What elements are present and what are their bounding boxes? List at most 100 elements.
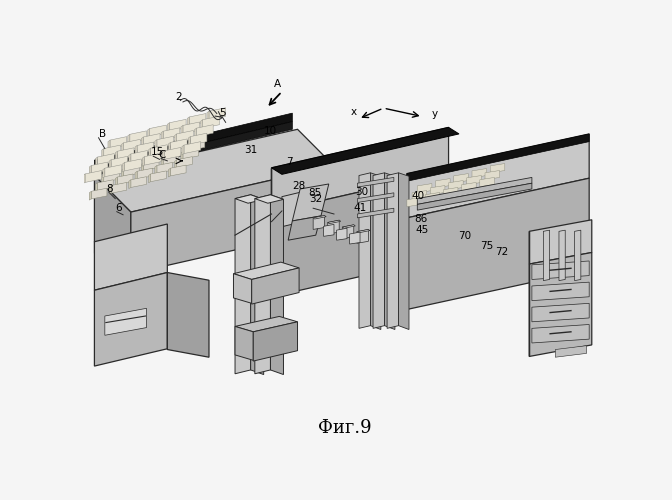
Polygon shape — [196, 124, 213, 136]
Text: 6: 6 — [116, 203, 122, 213]
Polygon shape — [462, 182, 476, 192]
Polygon shape — [116, 177, 118, 186]
Polygon shape — [124, 140, 140, 151]
Polygon shape — [110, 136, 127, 148]
Polygon shape — [358, 208, 394, 218]
Polygon shape — [122, 143, 124, 152]
Polygon shape — [101, 148, 103, 158]
Polygon shape — [177, 156, 192, 168]
Polygon shape — [235, 194, 251, 374]
Polygon shape — [167, 272, 209, 357]
Polygon shape — [111, 182, 127, 193]
Text: 45: 45 — [416, 225, 429, 235]
Text: 40: 40 — [411, 192, 424, 202]
Polygon shape — [337, 228, 347, 240]
Polygon shape — [467, 176, 481, 184]
Polygon shape — [161, 157, 163, 166]
Polygon shape — [163, 154, 179, 164]
Polygon shape — [248, 230, 282, 260]
Polygon shape — [435, 178, 450, 188]
Polygon shape — [97, 180, 113, 190]
Polygon shape — [175, 160, 177, 168]
Polygon shape — [130, 157, 145, 168]
Polygon shape — [95, 157, 97, 166]
Polygon shape — [575, 230, 581, 280]
Polygon shape — [103, 168, 105, 178]
Polygon shape — [328, 220, 339, 234]
Polygon shape — [184, 142, 201, 154]
Polygon shape — [253, 322, 298, 361]
Polygon shape — [271, 128, 449, 212]
Polygon shape — [485, 170, 499, 179]
Polygon shape — [169, 146, 185, 156]
Polygon shape — [407, 178, 589, 310]
Text: 32: 32 — [310, 194, 323, 204]
Polygon shape — [122, 162, 124, 172]
Polygon shape — [143, 160, 159, 170]
Polygon shape — [270, 194, 284, 374]
Polygon shape — [148, 128, 150, 138]
Polygon shape — [118, 174, 133, 184]
Polygon shape — [171, 139, 187, 151]
Polygon shape — [91, 188, 107, 199]
Polygon shape — [412, 190, 427, 200]
Polygon shape — [480, 178, 495, 186]
Polygon shape — [169, 142, 171, 152]
Polygon shape — [187, 117, 190, 126]
Polygon shape — [398, 173, 409, 330]
Polygon shape — [255, 194, 270, 374]
Text: Фиг.9: Фиг.9 — [318, 418, 371, 436]
Polygon shape — [251, 194, 263, 374]
Text: 70: 70 — [458, 231, 471, 241]
Polygon shape — [131, 150, 148, 162]
Text: 10: 10 — [263, 126, 277, 136]
Polygon shape — [116, 151, 118, 161]
Polygon shape — [109, 160, 111, 170]
Polygon shape — [103, 172, 120, 182]
Text: 86: 86 — [415, 214, 428, 224]
Polygon shape — [190, 114, 206, 126]
Polygon shape — [349, 232, 360, 244]
Polygon shape — [128, 160, 130, 169]
Polygon shape — [95, 183, 97, 192]
Polygon shape — [255, 194, 284, 203]
Polygon shape — [328, 220, 341, 224]
Polygon shape — [142, 156, 144, 166]
Polygon shape — [141, 163, 143, 172]
Polygon shape — [155, 140, 157, 149]
Polygon shape — [188, 136, 190, 146]
Polygon shape — [83, 174, 85, 184]
Text: 5: 5 — [219, 108, 226, 118]
Polygon shape — [359, 173, 370, 328]
Polygon shape — [150, 151, 165, 162]
Polygon shape — [97, 154, 114, 166]
Polygon shape — [449, 180, 463, 190]
Text: 75: 75 — [480, 242, 493, 252]
Polygon shape — [559, 230, 565, 280]
Polygon shape — [532, 282, 589, 300]
Text: 31: 31 — [245, 145, 257, 155]
Polygon shape — [164, 148, 181, 160]
Polygon shape — [407, 198, 421, 206]
Text: 7: 7 — [286, 158, 293, 168]
Polygon shape — [105, 308, 146, 336]
Polygon shape — [89, 192, 91, 200]
Polygon shape — [472, 168, 487, 178]
Polygon shape — [233, 262, 299, 280]
Polygon shape — [252, 268, 299, 304]
Polygon shape — [183, 148, 199, 159]
Polygon shape — [122, 168, 124, 177]
Polygon shape — [177, 130, 194, 142]
Polygon shape — [124, 159, 141, 171]
Text: 28: 28 — [292, 181, 306, 191]
Polygon shape — [407, 134, 589, 182]
Polygon shape — [430, 186, 445, 194]
Polygon shape — [313, 216, 325, 230]
Polygon shape — [118, 148, 134, 160]
Polygon shape — [143, 134, 160, 145]
Polygon shape — [111, 156, 128, 168]
Polygon shape — [91, 162, 108, 174]
Polygon shape — [235, 326, 253, 360]
Polygon shape — [130, 131, 146, 143]
Polygon shape — [131, 176, 146, 188]
